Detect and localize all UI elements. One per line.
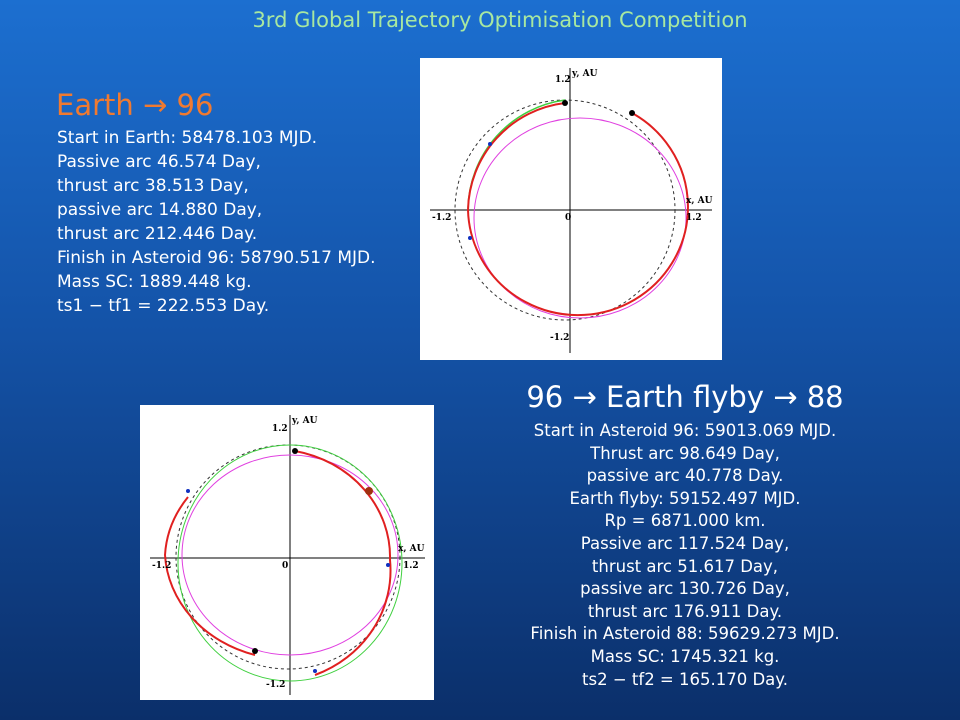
leg1-block: Earth → 96 Start in Earth: 58478.103 MJD.… — [44, 88, 414, 318]
x-left: -1.2 — [432, 213, 451, 223]
info-line: Mass SC: 1745.321 kg. — [590, 646, 780, 666]
info-line: passive arc 40.778 Day. — [586, 466, 784, 486]
passive-arc — [467, 99, 566, 209]
point — [252, 648, 258, 654]
y-bottom: -1.2 — [550, 333, 569, 343]
info-line: Finish in Asteroid 96: 58790.517 MJD. — [57, 248, 376, 268]
info-line: Mass SC: 1889.448 kg. — [57, 272, 252, 292]
slide-title: 3rd Global Trajectory Optimisation Compe… — [252, 8, 748, 32]
thrust-arc — [163, 496, 256, 656]
leg2-block: 96 → Earth flyby → 88 Start in Asteroid 9… — [445, 380, 925, 691]
info-line: Rp = 6871.000 km. — [604, 511, 766, 531]
point — [186, 489, 190, 493]
x-right: 1.2 — [403, 561, 419, 571]
origin: 0 — [282, 561, 288, 571]
info-line: ts1 − tf1 = 222.553 Day. — [57, 296, 270, 316]
x-label: x, AU — [398, 544, 425, 554]
leg1-title: Earth → 96 — [56, 88, 214, 122]
point — [562, 100, 568, 106]
info-line: thrust arc 38.513 Day, — [57, 176, 249, 196]
info-line: Start in Earth: 58478.103 MJD. — [57, 128, 318, 148]
thrust-arc — [294, 450, 392, 676]
x-label: x, AU — [686, 196, 713, 206]
info-line: passive arc 130.726 Day, — [580, 579, 790, 599]
info-line: thrust arc 51.617 Day, — [591, 556, 779, 576]
point — [488, 142, 492, 146]
y-top: 1.2 — [555, 75, 571, 85]
plot2: y, AU 1.2 -1.2 x, AU 1.2 -1.2 0 — [140, 405, 434, 700]
asteroid-orbit — [473, 117, 687, 319]
point — [629, 110, 635, 116]
y-label: y, AU — [571, 69, 598, 79]
info-line: Thrust arc 98.649 Day, — [590, 443, 780, 463]
point — [386, 563, 390, 567]
asteroid-orbit — [181, 454, 399, 656]
leg2-title: 96 → Earth flyby → 88 — [526, 380, 844, 414]
thrust-arc — [466, 102, 689, 317]
point — [313, 669, 317, 673]
point — [292, 448, 298, 454]
x-left: -1.2 — [152, 561, 171, 571]
y-label: y, AU — [291, 416, 318, 426]
info-line: passive arc 14.880 Day, — [57, 200, 263, 220]
earth-orbit — [175, 444, 401, 670]
origin: 0 — [565, 213, 571, 223]
info-line: Passive arc 46.574 Day, — [57, 152, 261, 172]
y-bottom: -1.2 — [266, 680, 285, 690]
info-line: Earth flyby: 59152.497 MJD. — [569, 488, 801, 508]
point — [468, 236, 472, 240]
info-line: thrust arc 212.446 Day. — [57, 224, 258, 244]
info-line: Finish in Asteroid 88: 59629.273 MJD. — [530, 624, 840, 644]
transfer-orbit — [177, 444, 403, 682]
x-right: 1.2 — [686, 213, 702, 223]
info-line: thrust arc 176.911 Day. — [587, 601, 783, 621]
y-top: 1.2 — [272, 424, 288, 434]
info-line: Passive arc 117.524 Day, — [580, 533, 790, 553]
info-line: Start in Asteroid 96: 59013.069 MJD. — [533, 421, 837, 440]
flyby — [365, 487, 373, 495]
plot1: y, AU 1.2 -1.2 x, AU 1.2 -1.2 0 — [420, 58, 722, 360]
info-line: ts2 − tf2 = 165.170 Day. — [582, 669, 788, 689]
